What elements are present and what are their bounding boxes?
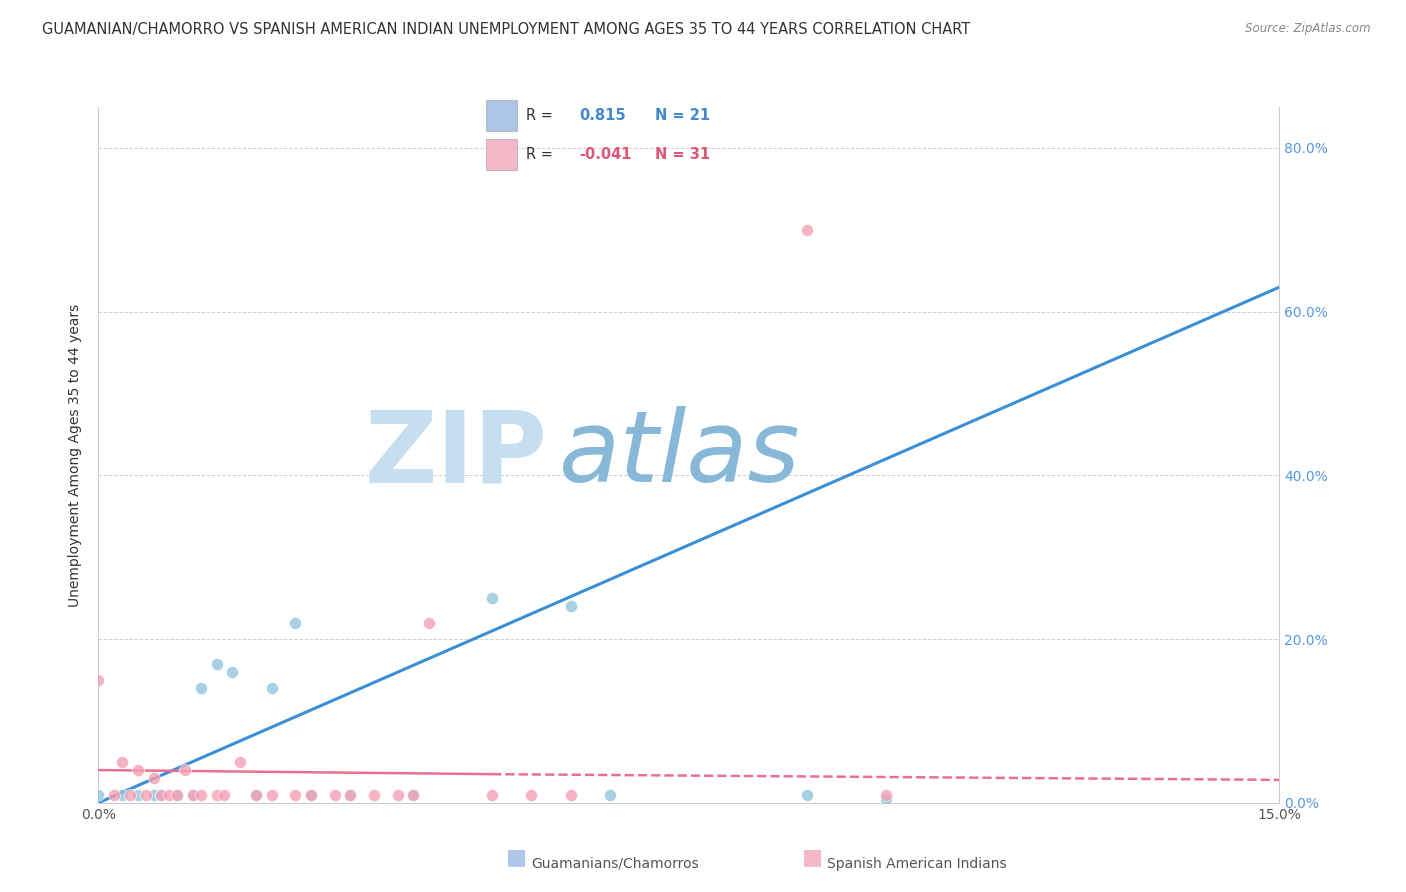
Point (174, 763, 197, 777)
Text: ZIP: ZIP (364, 407, 547, 503)
Point (875, 791, 897, 805)
Text: Guamanians/Chamorros: Guamanians/Chamorros (531, 856, 699, 871)
Point (127, 763, 149, 777)
Point (221, 665, 243, 679)
Point (339, 788, 361, 802)
Text: Source: ZipAtlas.com: Source: ZipAtlas.com (1246, 22, 1371, 36)
Point (284, 788, 307, 802)
Point (402, 788, 425, 802)
Text: Spanish American Indians: Spanish American Indians (827, 856, 1007, 871)
Point (363, 788, 385, 802)
Point (481, 788, 503, 802)
Text: N = 21: N = 21 (655, 108, 710, 123)
Point (260, 681, 283, 696)
Text: -0.041: -0.041 (579, 147, 631, 162)
Point (190, 681, 212, 696)
Point (520, 788, 543, 802)
Point (103, 788, 125, 802)
Point (560, 788, 582, 802)
Point (142, 788, 165, 802)
Point (245, 788, 267, 802)
Point (299, 788, 322, 802)
Y-axis label: Unemployment Among Ages 35 to 44 years: Unemployment Among Ages 35 to 44 years (69, 303, 83, 607)
Text: atlas: atlas (560, 407, 800, 503)
Point (111, 755, 134, 769)
Text: N = 31: N = 31 (655, 147, 710, 162)
Text: GUAMANIAN/CHAMORRO VS SPANISH AMERICAN INDIAN UNEMPLOYMENT AMONG AGES 35 TO 44 Y: GUAMANIAN/CHAMORRO VS SPANISH AMERICAN I… (42, 22, 970, 37)
FancyBboxPatch shape (486, 101, 517, 131)
FancyBboxPatch shape (486, 139, 517, 169)
Point (229, 755, 252, 769)
Point (205, 788, 228, 802)
Point (111, 788, 134, 802)
Point (481, 591, 503, 606)
Point (299, 788, 322, 802)
Point (166, 788, 188, 802)
Point (796, 223, 818, 237)
Point (214, 788, 236, 802)
Point (157, 788, 180, 802)
Point (599, 788, 621, 802)
Text: 0.815: 0.815 (579, 108, 626, 123)
Point (260, 788, 283, 802)
Point (402, 788, 425, 802)
Point (560, 599, 582, 614)
Text: ■: ■ (506, 847, 527, 867)
Text: R =: R = (526, 147, 553, 162)
Point (205, 657, 228, 671)
Point (323, 788, 346, 802)
Point (127, 788, 149, 802)
Point (150, 788, 173, 802)
Point (87, 673, 110, 687)
Point (875, 788, 897, 802)
Point (387, 788, 409, 802)
Point (418, 615, 440, 630)
Point (181, 788, 204, 802)
Point (87, 788, 110, 802)
Point (284, 615, 307, 630)
Point (166, 788, 188, 802)
Point (142, 771, 165, 785)
Point (796, 788, 818, 802)
Point (245, 788, 267, 802)
Point (339, 788, 361, 802)
Point (118, 788, 141, 802)
Point (181, 788, 204, 802)
Point (150, 788, 173, 802)
Text: R =: R = (526, 108, 553, 123)
Point (190, 788, 212, 802)
Point (135, 788, 157, 802)
Text: ■: ■ (801, 847, 823, 867)
